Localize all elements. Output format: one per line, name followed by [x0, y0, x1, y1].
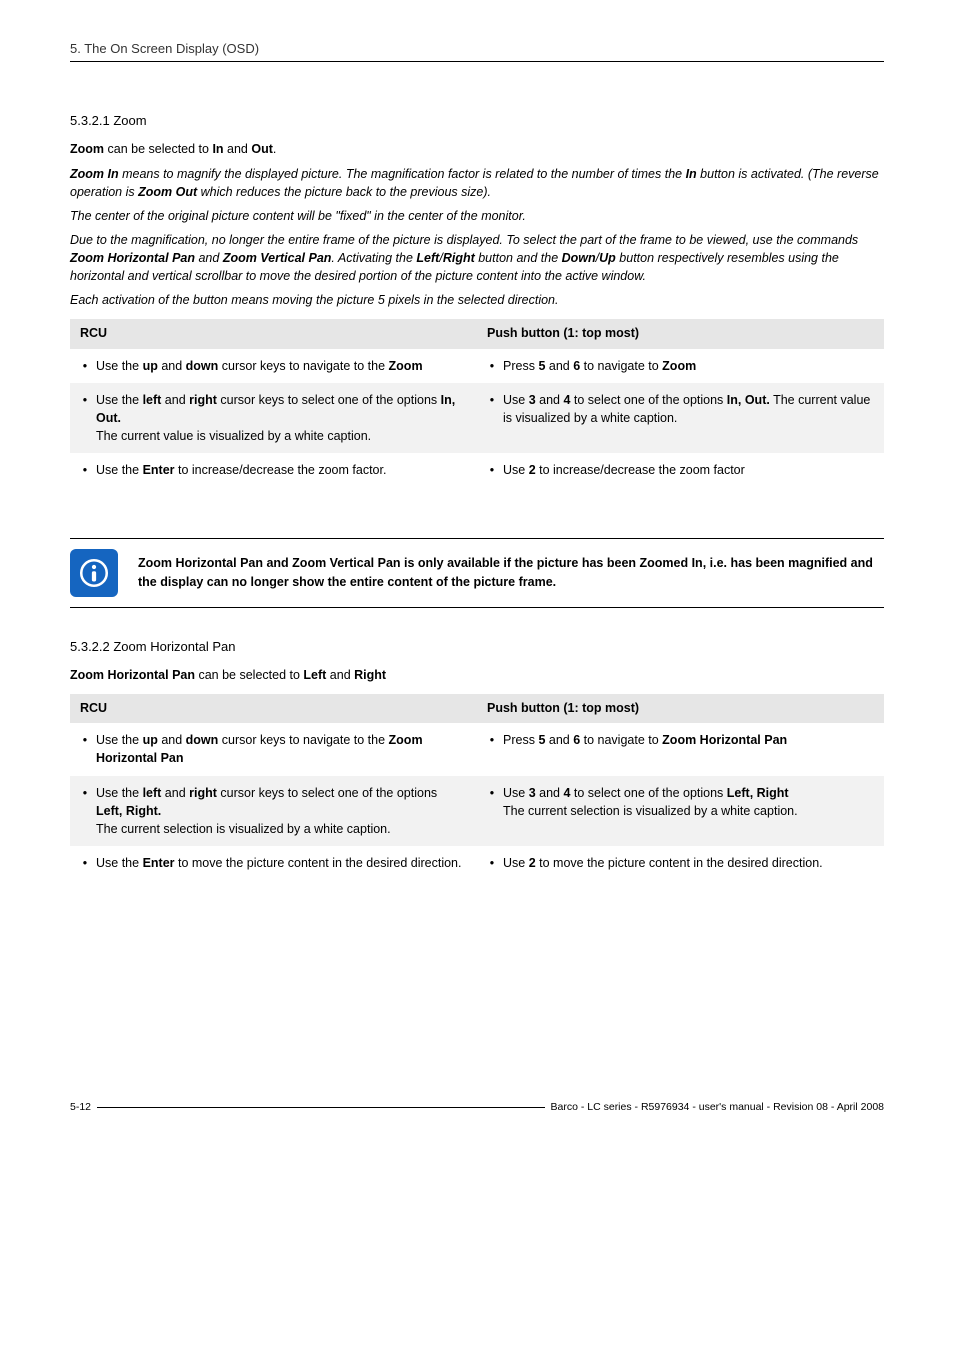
text: Zoom Vertical Pan	[223, 251, 332, 265]
text: Press 5 and 6 to navigate to Zoom	[503, 357, 874, 375]
table-row: •Use the up and down cursor keys to navi…	[70, 349, 884, 383]
bullet-icon: •	[74, 461, 96, 478]
zoom-intro: Zoom can be selected to In and Out.	[70, 140, 884, 158]
chapter-header: 5. The On Screen Display (OSD)	[70, 40, 884, 62]
text: Zoom Out	[138, 185, 197, 199]
section-heading-zoom: 5.3.2.1 Zoom	[70, 112, 884, 130]
cell: •Use the left and right cursor keys to s…	[74, 391, 467, 445]
text: Right	[354, 668, 386, 682]
footer-text: Barco - LC series - R5976934 - user's ma…	[551, 1100, 885, 1115]
footer-rule	[97, 1107, 544, 1108]
hpan-intro: Zoom Horizontal Pan can be selected to L…	[70, 666, 884, 684]
text: button and the	[475, 251, 562, 265]
text: Zoom Horizontal Pan	[70, 668, 195, 682]
table-row: •Use the up and down cursor keys to navi…	[70, 723, 884, 775]
bullet-icon: •	[74, 357, 96, 374]
text: Zoom Horizontal Pan	[70, 251, 195, 265]
cell: •Use 3 and 4 to select one of the option…	[481, 784, 874, 820]
text: Use the up and down cursor keys to navig…	[96, 731, 467, 767]
text: and	[224, 142, 252, 156]
text: can be selected to	[104, 142, 212, 156]
page-number: 5-12	[70, 1100, 91, 1115]
cell: •Use 2 to increase/decrease the zoom fac…	[481, 461, 874, 479]
text: and	[326, 668, 354, 682]
text: Left	[416, 251, 439, 265]
text: . Activating the	[331, 251, 416, 265]
text: Out	[251, 142, 273, 156]
text: .	[273, 142, 276, 156]
col-rcu: RCU	[70, 319, 477, 349]
text: Use the left and right cursor keys to se…	[96, 784, 467, 838]
text: and	[195, 251, 223, 265]
text: Right	[443, 251, 475, 265]
bullet-icon: •	[481, 357, 503, 374]
text: Use the Enter to increase/decrease the z…	[96, 461, 467, 479]
cell: •Use 2 to move the picture content in th…	[481, 854, 874, 872]
text: Use the Enter to move the picture conten…	[96, 854, 467, 872]
text: Use 2 to move the picture content in the…	[503, 854, 874, 872]
text: Use 2 to increase/decrease the zoom fact…	[503, 461, 874, 479]
col-pushbutton: Push button (1: top most)	[477, 319, 884, 349]
table-header-row: RCU Push button (1: top most)	[70, 319, 884, 349]
text: which reduces the picture back to the pr…	[197, 185, 491, 199]
bullet-icon: •	[481, 784, 503, 801]
text: Down	[562, 251, 596, 265]
text: Zoom In	[70, 167, 119, 181]
zoom-center: The center of the original picture conte…	[70, 207, 884, 225]
cell: •Use 3 and 4 to select one of the option…	[481, 391, 874, 427]
bullet-icon: •	[481, 461, 503, 478]
bullet-icon: •	[481, 391, 503, 408]
table-row: •Use the Enter to increase/decrease the …	[70, 453, 884, 487]
info-text: Zoom Horizontal Pan and Zoom Vertical Pa…	[138, 554, 884, 590]
text: Press 5 and 6 to navigate to Zoom Horizo…	[503, 731, 874, 749]
text: Use the left and right cursor keys to se…	[96, 391, 467, 445]
section-heading-hpan: 5.3.2.2 Zoom Horizontal Pan	[70, 638, 884, 656]
text: Left	[303, 668, 326, 682]
table-row: •Use the Enter to move the picture conte…	[70, 846, 884, 880]
bullet-icon: •	[74, 731, 96, 748]
text: In	[212, 142, 223, 156]
cell: •Use the Enter to move the picture conte…	[74, 854, 467, 872]
table-header-row: RCU Push button (1: top most)	[70, 694, 884, 724]
table-row: •Use the left and right cursor keys to s…	[70, 776, 884, 846]
text: Use 3 and 4 to select one of the options…	[503, 784, 874, 820]
text: Use 3 and 4 to select one of the options…	[503, 391, 874, 427]
zoom-in-desc: Zoom In means to magnify the displayed p…	[70, 165, 884, 201]
text: Use the up and down cursor keys to navig…	[96, 357, 467, 375]
cell: •Use the up and down cursor keys to navi…	[74, 357, 467, 375]
hpan-table: RCU Push button (1: top most) •Use the u…	[70, 694, 884, 880]
text: Up	[599, 251, 616, 265]
bullet-icon: •	[481, 731, 503, 748]
text: means to magnify the displayed picture. …	[119, 167, 686, 181]
info-icon	[70, 549, 118, 597]
col-pushbutton: Push button (1: top most)	[477, 694, 884, 724]
page-footer: 5-12 Barco - LC series - R5976934 - user…	[70, 1100, 884, 1115]
text: can be selected to	[195, 668, 303, 682]
cell: •Use the left and right cursor keys to s…	[74, 784, 467, 838]
cell: •Press 5 and 6 to navigate to Zoom	[481, 357, 874, 375]
table-row: •Use the left and right cursor keys to s…	[70, 383, 884, 453]
cell: •Use the up and down cursor keys to navi…	[74, 731, 467, 767]
zoom-activation: Each activation of the button means movi…	[70, 291, 884, 309]
col-rcu: RCU	[70, 694, 477, 724]
text: Zoom	[70, 142, 104, 156]
cell: •Use the Enter to increase/decrease the …	[74, 461, 467, 479]
cell: •Press 5 and 6 to navigate to Zoom Horiz…	[481, 731, 874, 749]
bullet-icon: •	[74, 854, 96, 871]
bullet-icon: •	[481, 854, 503, 871]
zoom-pan-desc: Due to the magnification, no longer the …	[70, 231, 884, 285]
bullet-icon: •	[74, 784, 96, 801]
text: In	[686, 167, 697, 181]
text: Due to the magnification, no longer the …	[70, 233, 858, 247]
bullet-icon: •	[74, 391, 96, 408]
zoom-table: RCU Push button (1: top most) •Use the u…	[70, 319, 884, 487]
info-callout: Zoom Horizontal Pan and Zoom Vertical Pa…	[70, 538, 884, 608]
